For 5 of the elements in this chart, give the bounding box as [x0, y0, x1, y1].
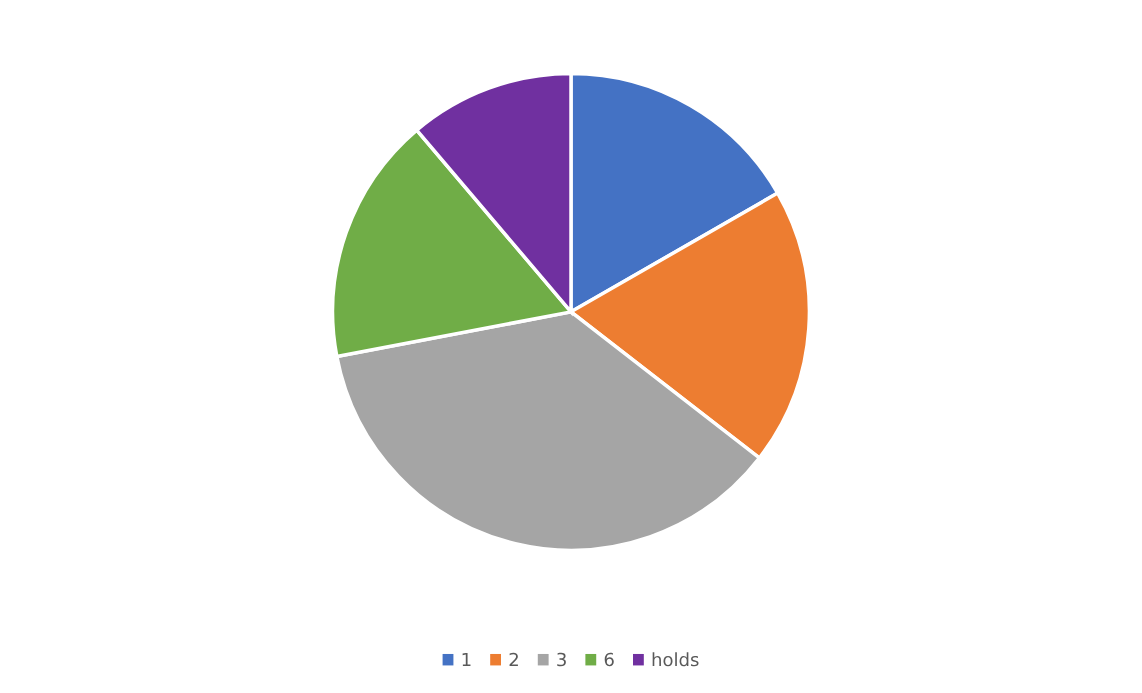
legend-label: 1	[462, 652, 471, 667]
legend-label: 3	[557, 652, 566, 667]
legend-label: holds	[652, 652, 699, 667]
legend-label: 6	[604, 652, 614, 667]
legend-label: 2	[509, 652, 518, 667]
